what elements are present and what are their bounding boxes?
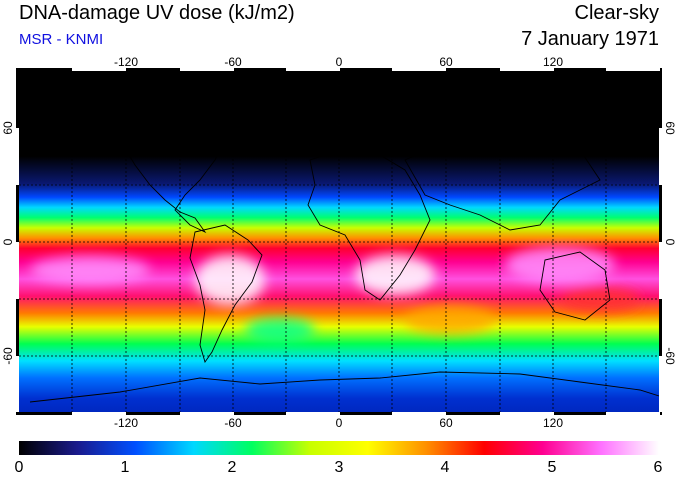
sky-condition: Clear-sky — [574, 2, 659, 24]
lon-label: -60 — [224, 55, 242, 69]
lon-label: 60 — [439, 55, 453, 69]
lon-label: 0 — [336, 416, 343, 430]
colorbar-tick-label: 0 — [14, 459, 24, 476]
colorbar-tick-label: 1 — [120, 459, 130, 476]
lat-label: 0 — [1, 238, 15, 245]
lon-label: 0 — [336, 55, 343, 69]
lon-labels-bottom: -120 -60 0 60 120 — [114, 416, 563, 430]
lon-label: -60 — [224, 416, 242, 430]
north-america-outline — [59, 84, 231, 234]
colorbar-tick-label: 2 — [227, 459, 237, 476]
colorbar-tick-label: 3 — [334, 459, 344, 476]
lon-label: -120 — [114, 55, 138, 69]
colorbar-tick-label: 5 — [547, 459, 557, 476]
colorbar — [19, 441, 659, 455]
lon-label: 120 — [543, 55, 563, 69]
lat-label: 60 — [1, 121, 15, 135]
lat-label: -60 — [1, 347, 15, 365]
lat-labels-right: 60 0 -60 — [663, 121, 677, 365]
lon-label: 60 — [439, 416, 453, 430]
antarctica-outline — [29, 371, 659, 403]
lat-labels-left: 60 0 -60 — [1, 121, 15, 365]
lat-label: -60 — [663, 347, 677, 365]
south-america-outline — [189, 224, 263, 364]
lon-label: -120 — [114, 416, 138, 430]
graticule — [19, 71, 659, 412]
lat-label: 60 — [663, 121, 677, 135]
lon-label: 120 — [543, 416, 563, 430]
colorbar-tick-label: 4 — [440, 459, 450, 476]
lon-labels-top: -120 -60 0 60 120 — [114, 55, 563, 69]
coastlines — [29, 84, 659, 403]
colorbar-tick-label: 6 — [653, 459, 663, 476]
australia-outline — [539, 251, 611, 321]
map-date: 7 January 1971 — [521, 28, 659, 50]
europe-africa-outline — [307, 149, 431, 301]
map-title: DNA-damage UV dose (kJ/m2) — [19, 2, 295, 24]
source-label: MSR - KNMI — [19, 31, 104, 48]
lat-label: 0 — [663, 239, 677, 246]
